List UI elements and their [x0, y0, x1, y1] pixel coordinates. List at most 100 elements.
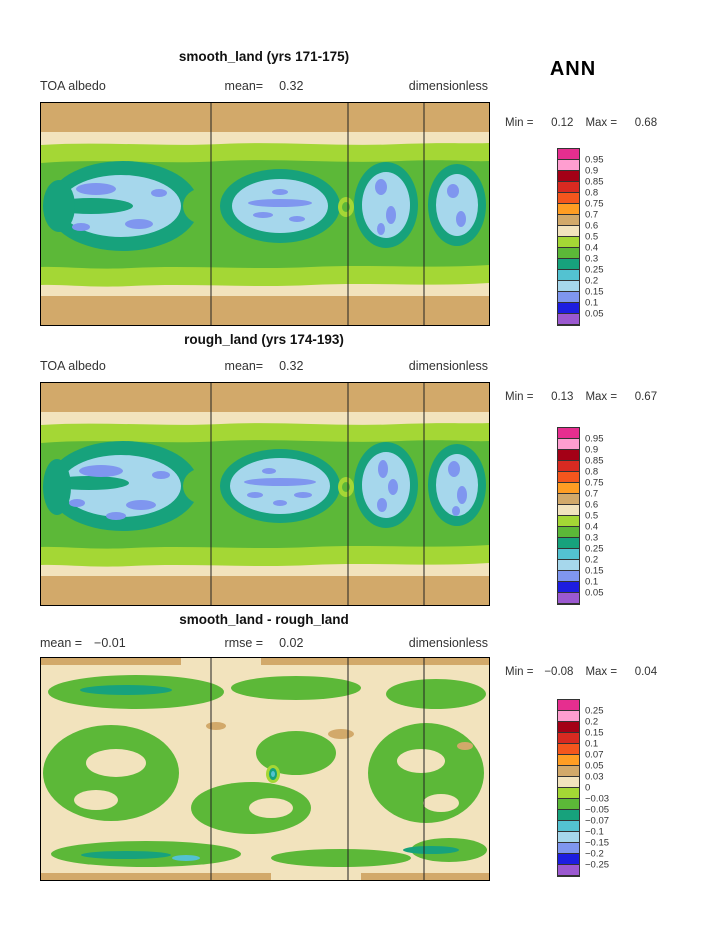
legend-color-box [558, 788, 579, 799]
legend-color-box [558, 766, 579, 777]
legend-color-box [558, 560, 579, 571]
legend-color-box [558, 248, 579, 259]
legend-tick-label: 0.4 [585, 242, 599, 254]
max-label: Max = [585, 117, 618, 129]
map-difference [40, 657, 490, 881]
legend-tick-label: 0.1 [585, 297, 599, 309]
rmse-value: 0.02 [279, 636, 304, 650]
min-label: Min = [505, 666, 534, 678]
max-value: 0.04 [634, 666, 658, 678]
legend-color-box [558, 810, 579, 821]
legend-tick-label: 0.15 [585, 286, 604, 298]
legend-color-box [558, 832, 579, 843]
legend-tick-label: 0 [585, 782, 591, 794]
max-label: Max = [585, 666, 618, 678]
legend-color-box [558, 865, 579, 876]
legend-color-box [558, 483, 579, 494]
legend-tick-label: −0.07 [585, 815, 610, 827]
legend-color-box [558, 303, 579, 314]
legend-color-box [558, 505, 579, 516]
mean-label: mean= [224, 359, 264, 373]
panel1-colorbar: 0.95 0.9 0.85 0.8 0.75 0.7 0.6 0.5 0.4 0.3 0.25 0.2… [557, 148, 604, 326]
legend-color-box [558, 700, 579, 711]
legend-color-box [558, 711, 579, 722]
legend-color-box [558, 171, 579, 182]
legend-color-box [558, 516, 579, 527]
legend-color-box [558, 854, 579, 865]
legend-color-box [558, 799, 579, 810]
mean-value: 0.32 [279, 359, 304, 373]
legend-tick-label: 0.1 [585, 738, 599, 750]
legend-color-box [558, 461, 579, 472]
legend-tick-label: 0.75 [585, 198, 604, 210]
legend-color-box [558, 204, 579, 215]
legend-color-box [558, 439, 579, 450]
panel1-minmax: Min = 0.12 Max = 0.68 [505, 117, 657, 129]
panel3-title: smooth_land - rough_land [179, 612, 349, 627]
legend-tick-label: 0.7 [585, 209, 599, 221]
legend-tick-label: 0.2 [585, 554, 599, 566]
legend-tick-label: 0.9 [585, 165, 599, 177]
legend-tick-label: −0.1 [585, 826, 604, 838]
legend-tick-label: 0.7 [585, 488, 599, 500]
legend-color-box [558, 281, 579, 292]
legend-color-box [558, 733, 579, 744]
legend-color-box [558, 593, 579, 604]
legend-color-box [558, 571, 579, 582]
legend-color-box [558, 450, 579, 461]
legend-tick-label: −0.05 [585, 804, 610, 816]
panel3-rmse: rmse = 0.02 [40, 636, 488, 650]
legend-color-box [558, 270, 579, 281]
legend-tick-label: 0.95 [585, 433, 604, 445]
panel3-colorbar: 0.25 0.2 0.15 0.1 0.07 0.05 0.03 0 −0.03 −0.05 −0.… [557, 699, 609, 877]
map-smooth-land-graphic [41, 103, 489, 325]
legend-color-box [558, 755, 579, 766]
mean-value: 0.32 [279, 79, 304, 93]
legend-tick-label: 0.25 [585, 264, 604, 276]
panel3-mean: mean = −0.01 [40, 636, 126, 650]
legend-color-box [558, 149, 579, 160]
legend-tick-label: 0.25 [585, 705, 604, 717]
legend-color-box [558, 722, 579, 733]
panel1-title: smooth_land (yrs 171-175) [178, 49, 350, 64]
legend-color-box [558, 538, 579, 549]
panel1-variable-label: TOA albedo [40, 79, 106, 93]
map-smooth-land [40, 102, 490, 326]
legend-tick-label: 0.1 [585, 576, 599, 588]
legend-tick-label: 0.9 [585, 444, 599, 456]
panel3-subtitle-row: mean = −0.01 rmse = 0.02 dimensionless [40, 636, 488, 651]
map-difference-graphic [41, 658, 489, 880]
legend-tick-label: 0.85 [585, 455, 604, 467]
legend-color-box [558, 744, 579, 755]
legend-color-box [558, 582, 579, 593]
legend-tick-label: 0.15 [585, 727, 604, 739]
legend-tick-label: 0.6 [585, 499, 599, 511]
rmse-label: rmse = [224, 636, 264, 650]
legend-tick-label: 0.2 [585, 275, 599, 287]
legend-tick-label: 0.8 [585, 466, 599, 478]
panel2-subtitle-row: TOA albedo mean= 0.32 dimensionless [40, 359, 488, 374]
min-value: 0.13 [551, 391, 574, 403]
legend-color-box [558, 259, 579, 270]
panel3-minmax: Min = −0.08 Max = 0.04 [505, 666, 657, 678]
legend-tick-label: 0.05 [585, 587, 604, 599]
legend-tick-label: −0.25 [585, 859, 610, 871]
legend-color-box [558, 821, 579, 832]
legend-tick-label: 0.5 [585, 510, 599, 522]
legend-color-box [558, 428, 579, 439]
legend-tick-label: 0.6 [585, 220, 599, 232]
legend-color-box [558, 843, 579, 854]
legend-tick-label: 0.15 [585, 565, 604, 577]
legend-tick-label: 0.07 [585, 749, 604, 761]
legend-tick-label: −0.03 [585, 793, 610, 805]
legend-color-box [558, 182, 579, 193]
panel1-mean: mean= 0.32 [40, 79, 488, 93]
max-value: 0.67 [634, 391, 658, 403]
legend-color-box [558, 215, 579, 226]
min-value: −0.08 [544, 666, 574, 678]
legend-color-box [558, 226, 579, 237]
legend-color-box [558, 314, 579, 325]
panel2-mean: mean= 0.32 [40, 359, 488, 373]
panel3-units-label: dimensionless [408, 636, 488, 650]
